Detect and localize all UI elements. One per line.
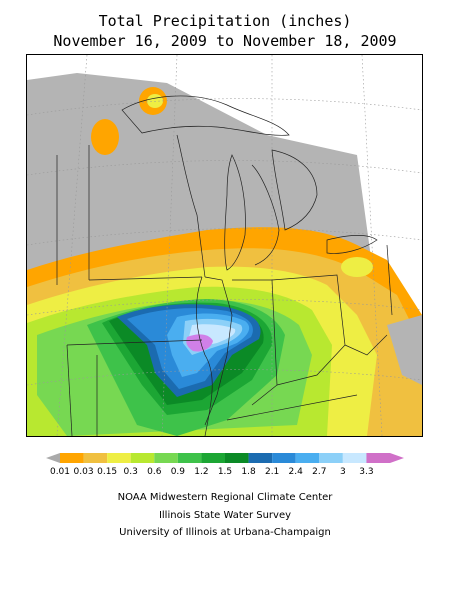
legend-high-arrow <box>390 453 404 463</box>
legend-swatch <box>295 453 320 463</box>
legend-tick-label: 1.2 <box>194 467 208 477</box>
legend-swatch <box>225 453 249 463</box>
legend-tick-label: 0.6 <box>147 467 162 477</box>
legend-swatch <box>319 453 343 463</box>
legend-tick-label: 2.1 <box>265 467 279 477</box>
outside-domain <box>327 55 422 325</box>
color-legend: 0.01 0.03 0.15 0.3 0.6 0.9 1.2 1.5 1.8 2.1 2.4 2.7 3… <box>40 450 410 480</box>
state-boundaries <box>56 95 393 436</box>
legend-swatch <box>248 453 273 463</box>
legend-tick-label: 3.3 <box>359 467 373 477</box>
legend-bar: 0.01 0.03 0.15 0.3 0.6 0.9 1.2 1.5 1.8 2.1 2.4 2.7 3… <box>46 453 404 477</box>
legend-tick-label: 0.3 <box>124 467 138 477</box>
legend-swatch <box>366 453 390 463</box>
map-canvas <box>27 55 422 436</box>
precip-blob-nw <box>91 119 119 155</box>
legend-swatch <box>201 453 225 463</box>
map-title: Total Precipitation (inches) <box>98 12 352 30</box>
precip-band-33 <box>186 334 213 352</box>
legend-tick-label: 1.8 <box>241 467 256 477</box>
map-date-range: November 16, 2009 to November 18, 2009 <box>53 32 397 50</box>
graticule <box>27 55 422 436</box>
legend-swatch <box>272 453 296 463</box>
legend-tick-label: 3 <box>340 467 346 477</box>
legend-tick-label: 1.5 <box>218 467 232 477</box>
legend-tick-label: 0.03 <box>74 467 94 477</box>
legend-tick-label: 0.01 <box>50 467 70 477</box>
legend-swatch <box>83 453 108 463</box>
precip-blob-east <box>341 257 373 277</box>
credit-uiuc: University of Illinois at Urbana-Champai… <box>119 527 331 538</box>
legend-swatch <box>107 453 131 463</box>
credit-noaa-mrcc: NOAA Midwestern Regional Climate Center <box>117 492 333 503</box>
legend-swatch <box>342 453 367 463</box>
legend-swatch <box>177 453 202 463</box>
precip-blob-north-core <box>147 94 163 108</box>
legend-tick-label: 2.7 <box>312 467 326 477</box>
legend-swatch <box>130 453 155 463</box>
legend-tick-label: 0.9 <box>171 467 186 477</box>
legend-low-arrow <box>46 453 60 463</box>
legend-swatch <box>154 453 178 463</box>
zero-precip-southeast <box>387 315 422 385</box>
legend-tick-label: 0.15 <box>97 467 117 477</box>
credit-isws: Illinois State Water Survey <box>158 510 292 521</box>
legend-swatch <box>60 453 84 463</box>
legend-tick-label: 2.4 <box>289 467 304 477</box>
precipitation-map <box>26 54 423 437</box>
